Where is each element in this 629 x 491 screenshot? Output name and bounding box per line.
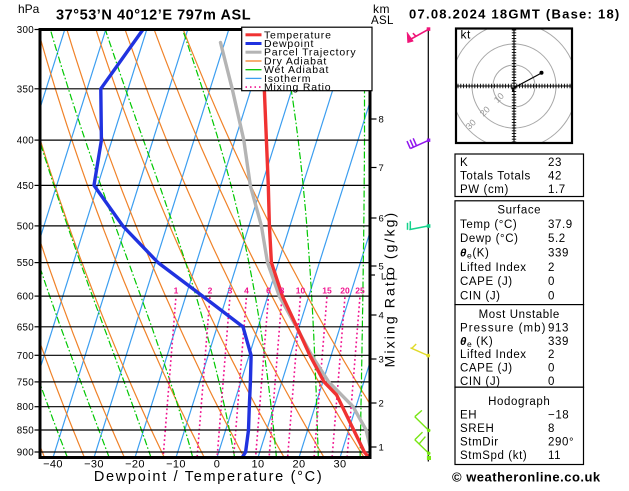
svg-text:5: 5 bbox=[379, 262, 384, 273]
svg-text:300: 300 bbox=[17, 25, 34, 36]
svg-text:800: 800 bbox=[17, 402, 34, 413]
svg-text:StmDir: StmDir bbox=[460, 437, 499, 449]
svg-text:© weatheronline.co.uk: © weatheronline.co.uk bbox=[452, 470, 601, 485]
svg-text:7: 7 bbox=[379, 163, 384, 174]
svg-text:37.9: 37.9 bbox=[548, 219, 573, 231]
svg-text:θe (K): θe (K) bbox=[460, 336, 493, 349]
svg-text:−20: −20 bbox=[125, 459, 145, 471]
svg-text:Mixing Ratio: Mixing Ratio bbox=[264, 82, 331, 94]
svg-text:Surface: Surface bbox=[497, 205, 541, 217]
svg-text:Temp (°C): Temp (°C) bbox=[460, 219, 517, 231]
svg-text:CAPE (J): CAPE (J) bbox=[460, 276, 513, 288]
svg-text:θe(K): θe(K) bbox=[460, 248, 489, 261]
svg-text:1: 1 bbox=[379, 443, 384, 454]
svg-text:CAPE (J): CAPE (J) bbox=[460, 363, 513, 375]
svg-text:20: 20 bbox=[340, 286, 350, 296]
svg-text:3: 3 bbox=[228, 286, 233, 296]
svg-text:11: 11 bbox=[548, 450, 561, 462]
svg-text:913: 913 bbox=[548, 322, 569, 334]
svg-text:Totals Totals: Totals Totals bbox=[460, 171, 531, 183]
svg-text:km: km bbox=[373, 2, 390, 16]
svg-text:550: 550 bbox=[17, 258, 34, 269]
svg-text:ASL: ASL bbox=[371, 15, 394, 27]
svg-text:−30: −30 bbox=[84, 459, 104, 471]
svg-text:07.08.2024 18GMT (Base: 18): 07.08.2024 18GMT (Base: 18) bbox=[409, 7, 621, 22]
svg-text:Pressure (mb): Pressure (mb) bbox=[460, 322, 547, 334]
svg-text:Dewpoint: Dewpoint bbox=[264, 38, 314, 50]
svg-text:0: 0 bbox=[548, 290, 555, 302]
svg-text:Mixing Ratio (g/kg): Mixing Ratio (g/kg) bbox=[382, 211, 398, 368]
svg-text:Dry Adiabat: Dry Adiabat bbox=[264, 56, 327, 68]
svg-text:400: 400 bbox=[17, 136, 34, 147]
svg-text:0: 0 bbox=[214, 459, 221, 471]
svg-text:37°53’N 40°12’E 797m ASL: 37°53’N 40°12’E 797m ASL bbox=[56, 8, 251, 24]
svg-text:PW (cm): PW (cm) bbox=[460, 184, 509, 196]
svg-text:Temperature: Temperature bbox=[264, 29, 332, 41]
svg-text:5.2: 5.2 bbox=[548, 233, 566, 245]
svg-text:Dewpoint / Temperature (°C): Dewpoint / Temperature (°C) bbox=[94, 469, 324, 485]
svg-text:10: 10 bbox=[251, 459, 264, 471]
svg-text:3: 3 bbox=[379, 355, 384, 366]
svg-text:8: 8 bbox=[280, 286, 285, 296]
svg-text:StmSpd (kt): StmSpd (kt) bbox=[460, 450, 527, 462]
svg-text:700: 700 bbox=[17, 351, 34, 362]
svg-text:kt: kt bbox=[461, 28, 472, 42]
svg-text:0: 0 bbox=[548, 276, 555, 288]
svg-text:30: 30 bbox=[333, 459, 346, 471]
svg-text:Hodograph: Hodograph bbox=[488, 396, 550, 408]
svg-text:2: 2 bbox=[548, 262, 555, 274]
svg-text:20: 20 bbox=[292, 459, 305, 471]
svg-text:LCL: LCL bbox=[381, 272, 398, 282]
svg-text:Parcel Trajectory: Parcel Trajectory bbox=[264, 47, 356, 59]
svg-text:900: 900 bbox=[17, 448, 34, 459]
svg-text:2: 2 bbox=[379, 399, 384, 410]
svg-text:CIN (J): CIN (J) bbox=[460, 290, 501, 302]
svg-text:6: 6 bbox=[379, 214, 384, 225]
svg-text:500: 500 bbox=[17, 221, 34, 232]
svg-text:SREH: SREH bbox=[460, 423, 494, 435]
svg-text:−10: −10 bbox=[166, 459, 186, 471]
svg-text:EH: EH bbox=[460, 410, 477, 422]
svg-text:6: 6 bbox=[266, 286, 271, 296]
svg-text:1.7: 1.7 bbox=[548, 184, 566, 196]
svg-text:Most Unstable: Most Unstable bbox=[479, 309, 560, 321]
svg-text:Isotherm: Isotherm bbox=[264, 73, 311, 85]
svg-text:339: 339 bbox=[548, 336, 569, 348]
svg-text:10: 10 bbox=[296, 286, 306, 296]
svg-text:−40: −40 bbox=[43, 459, 63, 471]
svg-text:Lifted Index: Lifted Index bbox=[460, 349, 527, 361]
svg-text:42: 42 bbox=[548, 171, 562, 183]
svg-text:25: 25 bbox=[355, 286, 365, 296]
svg-text:Lifted Index: Lifted Index bbox=[460, 262, 527, 274]
svg-text:CIN (J): CIN (J) bbox=[460, 376, 501, 388]
svg-text:Dewp (°C): Dewp (°C) bbox=[460, 233, 519, 245]
svg-text:8: 8 bbox=[379, 115, 384, 126]
svg-text:1: 1 bbox=[174, 286, 179, 296]
svg-text:Wet Adiabat: Wet Adiabat bbox=[264, 64, 329, 76]
svg-text:−18: −18 bbox=[548, 410, 569, 422]
svg-text:600: 600 bbox=[17, 292, 34, 303]
svg-text:0: 0 bbox=[548, 376, 555, 388]
svg-text:4: 4 bbox=[244, 286, 249, 296]
svg-text:2: 2 bbox=[208, 286, 213, 296]
svg-text:K: K bbox=[460, 157, 468, 169]
svg-text:8: 8 bbox=[548, 423, 555, 435]
svg-text:2: 2 bbox=[548, 349, 555, 361]
svg-text:350: 350 bbox=[17, 84, 34, 95]
svg-text:650: 650 bbox=[17, 322, 34, 333]
svg-text:4: 4 bbox=[379, 311, 384, 322]
svg-text:850: 850 bbox=[17, 426, 34, 437]
svg-text:hPa: hPa bbox=[18, 2, 40, 16]
svg-text:15: 15 bbox=[322, 286, 332, 296]
svg-text:23: 23 bbox=[548, 157, 562, 169]
svg-text:750: 750 bbox=[17, 377, 34, 388]
svg-text:290°: 290° bbox=[548, 437, 574, 449]
svg-text:339: 339 bbox=[548, 248, 569, 260]
svg-text:450: 450 bbox=[17, 181, 34, 192]
svg-text:0: 0 bbox=[548, 363, 555, 375]
